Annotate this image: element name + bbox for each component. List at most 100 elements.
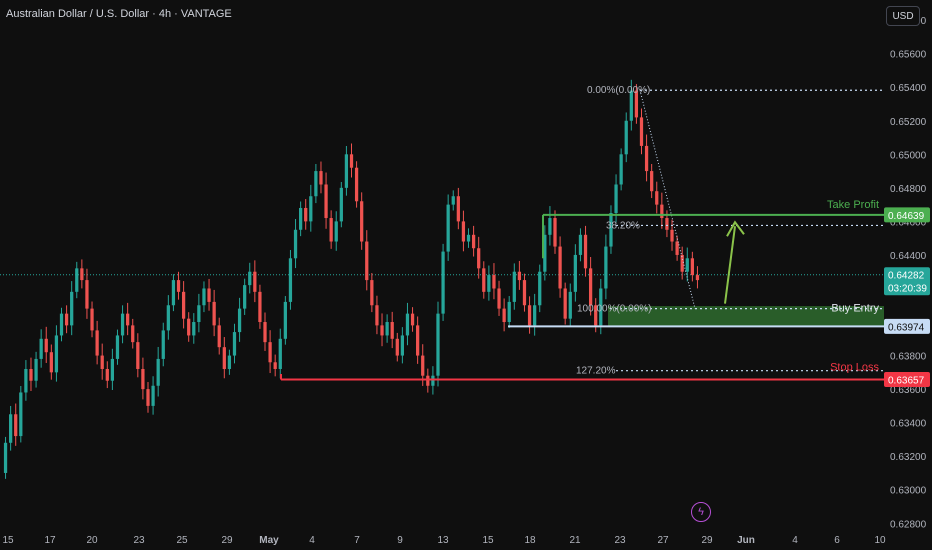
candle-body	[19, 392, 23, 437]
y-tick-label: 0.63200	[890, 452, 927, 463]
candle-body	[375, 305, 379, 326]
currency-button[interactable]: USD	[886, 6, 920, 26]
candle-body	[629, 90, 633, 121]
candle-body	[263, 322, 267, 343]
target-arrow-head	[726, 220, 745, 237]
candle-body	[39, 338, 43, 359]
candle-body	[324, 184, 328, 219]
y-tick-label: 0.65400	[890, 83, 927, 94]
flash-icon[interactable]: ϟ	[691, 502, 711, 522]
x-tick-label: Jun	[737, 535, 755, 546]
candle-body	[248, 271, 252, 286]
x-tick-label: 23	[614, 535, 626, 546]
candle-body	[85, 280, 89, 309]
current-price-tag-text: 03:20:39	[888, 284, 927, 295]
y-tick-label: 0.65200	[890, 117, 927, 128]
candle-body	[237, 308, 242, 333]
buy-entry-tag: 0.63974	[884, 318, 930, 334]
y-tick-label: 0.65600	[890, 50, 927, 61]
candle-body	[487, 275, 491, 292]
x-tick-label: 25	[176, 535, 188, 546]
candle-body	[283, 301, 287, 339]
candle-body	[126, 313, 130, 326]
y-tick-label: 0.64400	[890, 251, 927, 262]
candle-body	[426, 375, 430, 386]
candle-body	[466, 234, 471, 242]
candle-body	[120, 313, 125, 336]
candle-body	[451, 196, 455, 205]
current-price-tag-text: 0.64282	[888, 271, 925, 282]
candle-body	[29, 368, 33, 381]
candle-body	[690, 258, 694, 276]
stop-loss-tag: 0.63657	[884, 372, 930, 388]
candle-body	[105, 368, 109, 381]
candle-body	[304, 207, 308, 222]
x-tick-label: 7	[354, 535, 360, 546]
candle-body	[70, 291, 74, 326]
candle-body	[202, 288, 206, 306]
candle-body	[49, 352, 53, 373]
candle-body	[588, 268, 593, 306]
x-tick-label: 29	[221, 535, 233, 546]
candle-body	[34, 358, 38, 381]
candle-body	[288, 258, 293, 302]
candle-body	[365, 241, 369, 281]
candle-body	[685, 258, 689, 272]
candle-body	[410, 313, 415, 326]
x-tick-label: 20	[86, 535, 98, 546]
candle-body	[298, 207, 303, 230]
candle-body	[156, 358, 160, 386]
candle-body	[207, 288, 211, 302]
candle-body	[624, 120, 628, 155]
candle-body	[319, 171, 323, 185]
y-tick-label: 0.64800	[890, 184, 927, 195]
candle-body	[583, 234, 588, 269]
current-price-tag-bg	[884, 267, 930, 296]
buy-entry-tag-text: 0.63974	[888, 322, 925, 333]
x-tick-label: 27	[657, 535, 669, 546]
candle-body	[181, 291, 186, 319]
x-tick-label: 21	[569, 535, 581, 546]
candle-body	[14, 414, 18, 437]
x-tick-label: 10	[874, 535, 886, 546]
candle-body	[3, 442, 8, 473]
candle-body	[660, 204, 664, 219]
candle-body	[24, 368, 28, 393]
y-tick-label: 0.63600	[890, 385, 927, 396]
candle-body	[344, 154, 349, 188]
candle-body	[517, 271, 522, 281]
target-arrow	[724, 226, 736, 304]
candle-body	[395, 338, 399, 356]
candle-body	[131, 325, 135, 343]
x-tick-label: 9	[397, 535, 403, 546]
x-tick-label: 29	[701, 535, 713, 546]
candle-body	[644, 145, 649, 172]
candle-body	[563, 288, 567, 319]
candle-body	[59, 313, 64, 336]
candle-body	[110, 358, 115, 381]
x-tick-label: 15	[2, 535, 14, 546]
candles	[3, 79, 700, 479]
candle-body	[609, 213, 613, 247]
candle-body	[243, 285, 247, 309]
candle-body	[405, 313, 410, 336]
candle-body	[370, 280, 374, 306]
candle-body	[614, 184, 618, 214]
candle-body	[95, 330, 99, 356]
candle-body	[665, 218, 669, 230]
candle-body	[416, 325, 420, 356]
y-tick-label: 0.62800	[890, 519, 927, 530]
x-tick-label: 6	[834, 535, 840, 546]
y-tick-label: 0.64600	[890, 217, 927, 228]
candle-body	[456, 196, 460, 222]
candle-body	[268, 342, 272, 363]
current-price-tag: 0.64282 03:20:39	[884, 267, 930, 296]
candle-body	[90, 308, 94, 331]
x-tick-label: May	[259, 535, 279, 546]
candle-body	[553, 218, 557, 247]
candle-body	[339, 187, 343, 222]
candle-body	[385, 322, 389, 336]
candle-body	[548, 218, 552, 235]
x-tick-label: 18	[524, 535, 536, 546]
